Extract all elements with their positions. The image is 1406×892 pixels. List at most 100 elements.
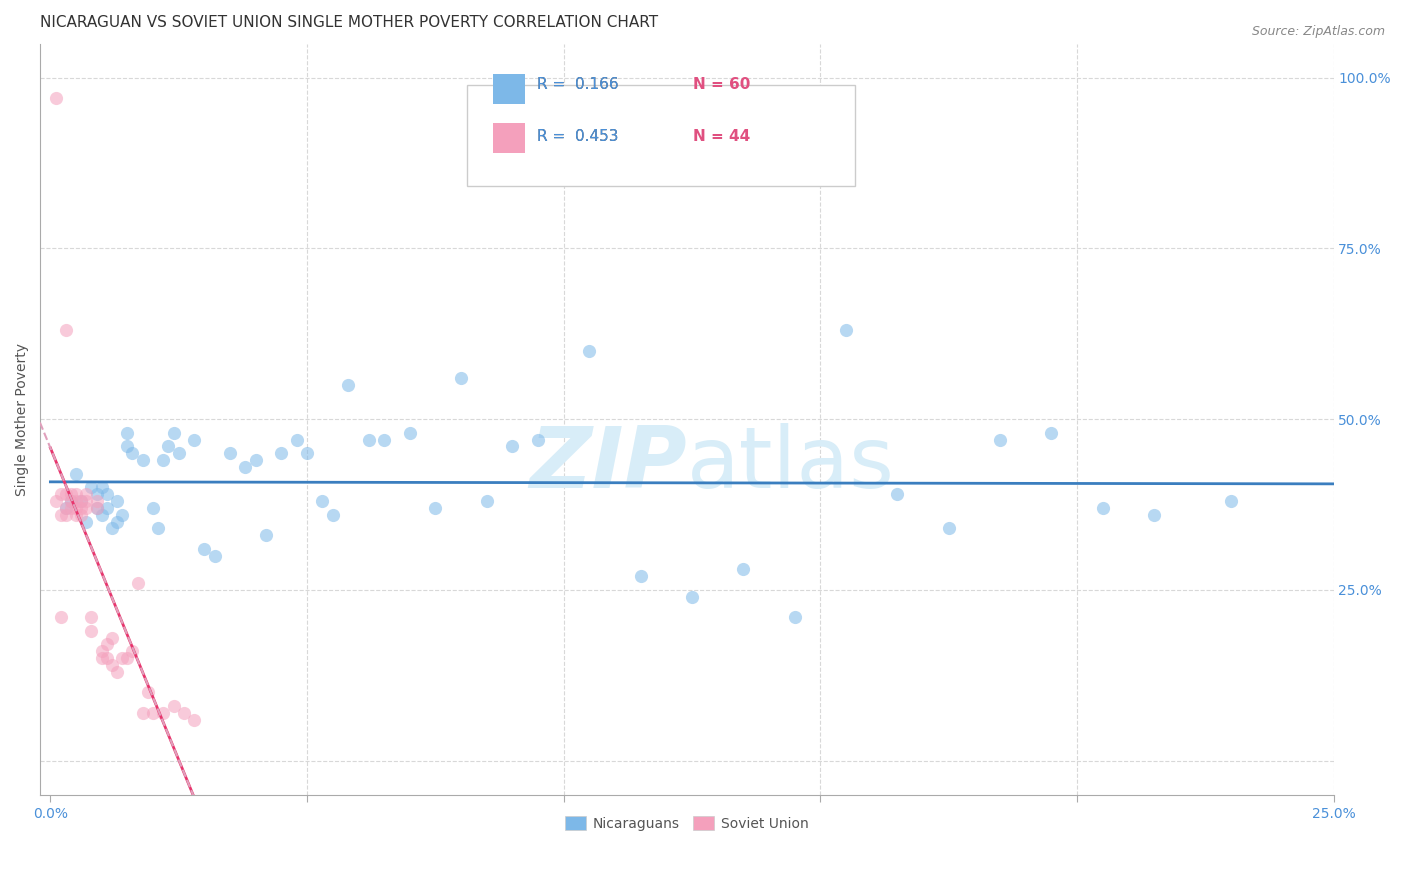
Point: [117, 440, 139, 454]
Point: [55, 323, 77, 337]
Point: [127, 576, 149, 591]
Point: [101, 521, 124, 535]
Point: [59, 494, 82, 508]
Point: [65, 467, 87, 481]
Point: [86, 500, 108, 515]
Point: [322, 508, 344, 522]
Point: [183, 713, 205, 727]
Text: R =  0.453: R = 0.453: [537, 129, 619, 145]
Point: [235, 460, 257, 475]
Point: [142, 706, 165, 720]
FancyBboxPatch shape: [492, 74, 524, 103]
Point: [55, 500, 77, 515]
Point: [1091, 500, 1114, 515]
Point: [96, 638, 118, 652]
Point: [132, 453, 155, 467]
Point: [55, 508, 77, 522]
Point: [173, 706, 195, 720]
Text: R =  0.166: R = 0.166: [537, 77, 619, 92]
Text: R =  0.166: R = 0.166: [537, 77, 619, 92]
Text: NICARAGUAN VS SOVIET UNION SINGLE MOTHER POVERTY CORRELATION CHART: NICARAGUAN VS SOVIET UNION SINGLE MOTHER…: [41, 15, 658, 30]
FancyBboxPatch shape: [467, 85, 855, 186]
Point: [121, 644, 143, 658]
Point: [357, 433, 380, 447]
Point: [96, 651, 118, 665]
Point: [86, 487, 108, 501]
Point: [49, 610, 72, 624]
Point: [59, 494, 82, 508]
Point: [90, 480, 112, 494]
Point: [86, 500, 108, 515]
Point: [886, 487, 908, 501]
Point: [70, 494, 93, 508]
Point: [295, 446, 318, 460]
Point: [80, 624, 103, 638]
Text: Source: ZipAtlas.com: Source: ZipAtlas.com: [1251, 25, 1385, 38]
Point: [146, 521, 169, 535]
Y-axis label: Single Mother Poverty: Single Mother Poverty: [15, 343, 30, 496]
Point: [142, 500, 165, 515]
Text: R =  0.453: R = 0.453: [537, 129, 619, 145]
Point: [55, 487, 77, 501]
Point: [117, 425, 139, 440]
Legend: Nicaraguans, Soviet Union: Nicaraguans, Soviet Union: [560, 811, 814, 837]
Point: [105, 494, 128, 508]
Point: [105, 515, 128, 529]
Point: [157, 440, 180, 454]
Point: [204, 549, 226, 563]
Point: [86, 494, 108, 508]
Point: [311, 494, 333, 508]
Point: [136, 685, 159, 699]
Text: N = 44: N = 44: [693, 129, 751, 145]
Point: [105, 665, 128, 679]
Point: [475, 494, 498, 508]
Point: [49, 508, 72, 522]
Point: [337, 378, 360, 392]
Point: [501, 440, 523, 454]
Point: [162, 425, 184, 440]
Point: [90, 651, 112, 665]
Point: [90, 644, 112, 658]
Point: [578, 343, 600, 358]
Point: [117, 651, 139, 665]
Point: [65, 494, 87, 508]
Point: [132, 706, 155, 720]
Point: [527, 433, 550, 447]
Point: [254, 528, 277, 542]
Point: [70, 494, 93, 508]
Point: [80, 480, 103, 494]
Point: [96, 500, 118, 515]
Point: [75, 494, 97, 508]
Point: [425, 500, 447, 515]
Text: atlas: atlas: [686, 423, 894, 506]
Text: N = 60: N = 60: [693, 77, 751, 92]
Point: [219, 446, 242, 460]
Point: [193, 541, 215, 556]
Point: [65, 487, 87, 501]
Point: [183, 433, 205, 447]
Point: [152, 453, 174, 467]
Point: [75, 487, 97, 501]
Point: [835, 323, 858, 337]
FancyBboxPatch shape: [492, 122, 524, 153]
Point: [938, 521, 960, 535]
Point: [44, 91, 66, 105]
Point: [373, 433, 395, 447]
Point: [65, 500, 87, 515]
Point: [245, 453, 267, 467]
Point: [49, 487, 72, 501]
Point: [59, 500, 82, 515]
Text: ZIP: ZIP: [529, 423, 686, 506]
Point: [630, 569, 652, 583]
Point: [101, 657, 124, 672]
Point: [44, 494, 66, 508]
Point: [988, 433, 1011, 447]
Point: [111, 508, 134, 522]
Point: [90, 508, 112, 522]
Point: [96, 487, 118, 501]
Point: [1040, 425, 1063, 440]
Point: [152, 706, 174, 720]
Point: [59, 487, 82, 501]
Point: [162, 698, 184, 713]
Point: [70, 500, 93, 515]
